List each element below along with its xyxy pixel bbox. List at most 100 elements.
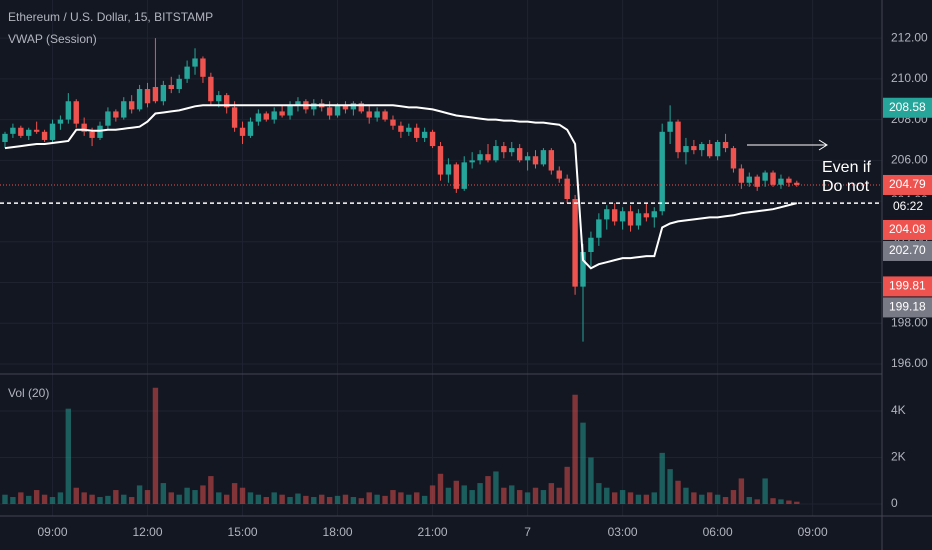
- candle-body: [532, 156, 539, 165]
- candle-body: [714, 141, 721, 157]
- volume-bar: [239, 487, 246, 505]
- candle-body: [635, 213, 642, 226]
- candle-body: [2, 133, 8, 142]
- volume-bar: [263, 497, 269, 505]
- candle-body: [477, 154, 483, 161]
- volume-bar: [326, 497, 333, 505]
- volume-bar: [651, 492, 657, 505]
- volume-bar: [477, 483, 483, 505]
- candle-body: [26, 129, 32, 136]
- price-label: 202.70: [889, 243, 926, 257]
- candle-body: [429, 131, 436, 147]
- candle-body: [247, 121, 254, 136]
- candle-body: [200, 58, 206, 77]
- candle-body: [81, 123, 87, 132]
- vwap-line: [4, 104, 798, 270]
- volume-bar: [176, 494, 182, 505]
- candle-body: [516, 148, 523, 161]
- volume-bar: [532, 487, 539, 505]
- volume-bar: [556, 487, 562, 505]
- candle-body: [730, 148, 737, 169]
- candle-body: [366, 111, 372, 118]
- price-label-box: [883, 240, 932, 261]
- candle-body: [738, 168, 745, 183]
- volume-bar: [390, 490, 396, 505]
- volume-bar: [659, 452, 665, 505]
- candle-body: [176, 78, 182, 90]
- volume-bar: [778, 499, 784, 505]
- arrow-head: [818, 139, 828, 151]
- candle-body: [89, 131, 95, 138]
- volume-bar: [437, 473, 444, 505]
- candle-body: [524, 156, 531, 161]
- candle-body: [786, 178, 792, 183]
- y-tick-label: 198.00: [891, 315, 928, 329]
- price-label: 208.58: [889, 100, 926, 114]
- volume-bar: [461, 485, 467, 505]
- volume-bar: [223, 494, 230, 505]
- price-label: 204.08: [889, 222, 926, 236]
- candle-body: [350, 103, 357, 110]
- candle-body: [707, 144, 713, 157]
- volume-bar: [152, 387, 159, 505]
- candle-body: [121, 101, 127, 118]
- volume-bar: [358, 498, 365, 505]
- candle-body: [374, 111, 380, 118]
- volume-bar: [509, 485, 515, 505]
- y-tick-label: 210.00: [891, 71, 928, 85]
- candle-body: [334, 105, 341, 116]
- annotation: Do not: [822, 178, 870, 195]
- volume-bar: [279, 494, 285, 505]
- price-label: 199.18: [889, 300, 926, 314]
- candle-body: [509, 148, 515, 153]
- volume-bar: [635, 494, 642, 505]
- candle-body: [556, 170, 562, 179]
- candle-body: [619, 211, 626, 222]
- vwap-legend: VWAP (Session): [8, 32, 97, 46]
- candle-body: [770, 172, 776, 185]
- volume-bar: [255, 494, 262, 505]
- volume-bar: [350, 497, 357, 505]
- candle-body: [453, 164, 460, 189]
- volume-bar: [699, 494, 705, 505]
- candle-body: [65, 101, 72, 120]
- y-tick-label: 212.00: [891, 30, 928, 44]
- volume-bar: [611, 492, 618, 505]
- candle-body: [192, 58, 198, 67]
- candle-body: [572, 199, 578, 287]
- volume-bar: [414, 492, 420, 505]
- candle-body: [184, 66, 190, 79]
- volume-bar: [572, 394, 578, 505]
- volume-bar: [65, 408, 72, 505]
- price-label: 199.81: [889, 279, 926, 293]
- volume-bar: [762, 478, 768, 505]
- candle-body: [691, 146, 697, 151]
- candle-body: [97, 125, 103, 138]
- volume-bar: [200, 485, 206, 505]
- x-tick-label: 12:00: [132, 525, 162, 539]
- candle-body: [152, 86, 159, 102]
- volume-tick-label: 0: [891, 496, 898, 510]
- candle-body: [762, 172, 768, 181]
- volume-bar: [770, 498, 776, 505]
- candle-body: [279, 111, 285, 116]
- volume-bar: [675, 480, 681, 505]
- volume-pane: [2, 387, 800, 505]
- volume-bar: [548, 483, 555, 505]
- candle-body: [485, 154, 491, 161]
- volume-bar: [540, 490, 547, 505]
- price-label-box: [883, 297, 932, 318]
- chart-title: Ethereum / U.S. Dollar, 15, BITSTAMP: [8, 10, 213, 24]
- candle-body: [160, 84, 167, 102]
- volume-bar: [57, 492, 64, 505]
- y-tick-label: 206.00: [891, 152, 928, 166]
- volume-bar: [10, 497, 16, 505]
- y-tick-label: 196.00: [891, 356, 928, 370]
- candle-body: [683, 146, 689, 153]
- volume-bar: [216, 492, 222, 505]
- candle-body: [754, 176, 760, 187]
- volume-bar: [588, 457, 594, 505]
- candle-body: [794, 182, 800, 185]
- volume-bar: [311, 497, 317, 505]
- volume-bar: [295, 493, 301, 505]
